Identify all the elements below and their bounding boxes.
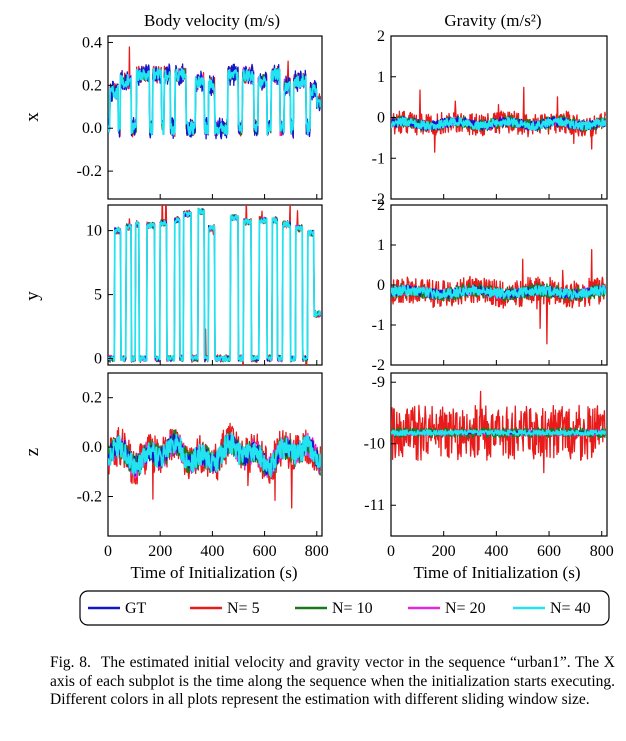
panel-velocity-y: 10 5 0: [86, 204, 323, 368]
panel-velocity-x: 0.4 0.2 0.0 -0.2: [77, 34, 323, 200]
series-group: [108, 46, 322, 140]
legend-label: N= 20: [445, 600, 486, 617]
y-tick-label: -0.2: [77, 488, 102, 505]
legend-label: N= 5: [227, 600, 260, 617]
series-group: [391, 249, 607, 345]
legend-frame: [79, 590, 610, 626]
series-line-n-40: [391, 429, 607, 436]
y-tick-label: -10: [364, 436, 385, 453]
series-line-n-40: [391, 116, 607, 131]
y-tick-label: 1: [377, 69, 385, 86]
series-line-n-5: [391, 390, 606, 474]
y-tick-label: -0.2: [77, 163, 102, 180]
column-title-gravity: Gravity (m/s²): [444, 11, 541, 30]
y-tick-label: 0.0: [82, 439, 102, 456]
y-tick-label: -2: [372, 357, 385, 374]
x-tick-label: 800: [590, 543, 614, 560]
x-tick-label: 0: [104, 543, 112, 560]
y-tick-label: 0.2: [82, 77, 102, 94]
y-tick-label: 1: [377, 237, 385, 254]
panel-gravity-z: -9 -10 -11 0 200 400 600 800: [364, 372, 614, 560]
row-label-x: x: [22, 112, 43, 122]
series-group: [108, 422, 322, 509]
x-axis-label-gravity: Time of Initialization (s): [414, 563, 581, 582]
x-tick-label: 0: [387, 543, 395, 560]
y-tick-label: 0: [377, 277, 385, 294]
x-tick-label: 200: [148, 543, 172, 560]
column-title-velocity: Body velocity (m/s): [144, 11, 280, 30]
y-tick-label: 10: [86, 223, 102, 240]
y-tick-label: 2: [377, 197, 385, 214]
x-tick-label: 800: [305, 543, 329, 560]
y-tick-label: 5: [94, 287, 102, 304]
row-label-z: z: [22, 448, 43, 456]
x-tick-label: 200: [432, 543, 456, 560]
x-axis-label-velocity: Time of Initialization (s): [131, 563, 298, 582]
x-tick-label: 400: [200, 543, 224, 560]
legend: GT N= 5 N= 10 N= 20 N= 40: [79, 590, 610, 626]
y-tick-label: -1: [372, 317, 385, 334]
series-line-n-40: [108, 208, 322, 363]
y-tick-label: -11: [364, 497, 385, 514]
legend-label: N= 40: [550, 600, 591, 617]
figure-caption: Fig. 8. The estimated initial velocity an…: [50, 654, 615, 710]
y-tick-label: 0.2: [82, 390, 102, 407]
y-tick-label: 0.4: [82, 34, 102, 51]
y-tick-label: -1: [372, 150, 385, 167]
y-tick-label: 0.0: [82, 120, 102, 137]
caption-label: Fig. 8.: [50, 654, 91, 671]
series-group: [391, 390, 607, 474]
x-tick-label: 400: [484, 543, 508, 560]
panel-gravity-y: 2 1 0 -1 -2: [372, 197, 608, 374]
plot-frame: [390, 372, 608, 537]
y-tick-label: 2: [377, 28, 385, 45]
series-line-n-40: [108, 431, 322, 478]
series-group: [391, 86, 607, 153]
series-line-n-40: [391, 284, 607, 300]
row-label-y: y: [22, 291, 43, 301]
legend-label: N= 10: [332, 600, 373, 617]
y-tick-label: 0: [377, 110, 385, 127]
y-tick-label: -9: [372, 374, 385, 391]
legend-label: GT: [125, 600, 147, 617]
caption-text: The estimated initial velocity and gravi…: [50, 654, 615, 708]
x-tick-label: 600: [253, 543, 277, 560]
figure: Body velocity (m/s) Gravity (m/s²) x y z…: [22, 11, 614, 626]
series-line-n-40: [108, 67, 322, 136]
series-group: [108, 205, 322, 365]
panel-gravity-x: 2 1 0 -1 -2: [372, 28, 608, 208]
y-tick-label: -2: [372, 191, 385, 208]
panel-velocity-z: 0.2 0.0 -0.2 0 200 400 600 800: [77, 372, 329, 560]
x-tick-label: 600: [537, 543, 561, 560]
y-tick-label: 0: [94, 351, 102, 368]
